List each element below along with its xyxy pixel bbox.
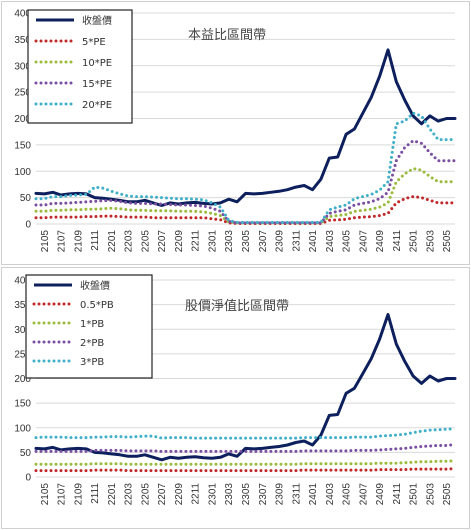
x-tick-label: 2305 [241, 230, 252, 253]
x-tick-label: 2303 [224, 483, 235, 506]
x-tick-label: 2207 [157, 483, 168, 506]
y-tick-label: 0 [25, 220, 31, 231]
x-tick-label: 2107 [57, 230, 68, 253]
legend-box [27, 9, 133, 124]
series-line-4 [34, 427, 457, 440]
x-tick-label: 2411 [392, 230, 403, 252]
y-tick-label: 150 [14, 140, 31, 151]
y-tick-label: 400 [14, 9, 31, 20]
x-tick-label: 2211 [191, 483, 202, 505]
legend-label: 收盤價 [82, 14, 112, 27]
y-tick-label: 0 [25, 473, 31, 484]
pe-band-chart: 0 50 100 150 200 250 300 350 400 2105 2107 2109 2111… [14, 9, 457, 253]
x-tick-label: 2409 [375, 483, 386, 506]
legend-box [25, 274, 153, 379]
x-tick-label: 2207 [157, 230, 168, 253]
series-line-0 [34, 313, 457, 462]
legend-label: 0.5*PB [80, 300, 114, 311]
x-tick-label: 2307 [258, 483, 269, 506]
pb-band-chart: 0 50 100 150 200 250 300 350 400 2105 2107 2109 2111… [14, 274, 457, 506]
x-tick-label: 2411 [392, 483, 403, 505]
chart-title: 本益比區間帶 [188, 28, 266, 43]
legend-label: 2*PB [80, 338, 104, 349]
legend-label: 3*PB [80, 357, 104, 368]
y-tick-label: 300 [14, 61, 31, 72]
legend-label: 20*PE [82, 100, 112, 111]
x-tick-label: 2409 [375, 230, 386, 253]
pe-band-chart-panel: 0 50 100 150 200 250 300 350 400 2105 2107 2109 2111… [1, 1, 470, 265]
y-tick-label: 200 [14, 374, 31, 385]
x-tick-label: 2201 [107, 483, 118, 506]
x-tick-label: 2201 [107, 230, 118, 253]
x-tick-label: 2405 [342, 483, 353, 506]
x-tick-label: 2109 [73, 230, 84, 253]
series-line-0 [34, 48, 457, 207]
pb-band-chart-panel: 0 50 100 150 200 250 300 350 400 2105 2107 2109 2111… [1, 267, 470, 529]
y-tick-label: 200 [14, 114, 31, 125]
x-tick-label: 2401 [308, 230, 319, 253]
x-tick-label: 2403 [325, 230, 336, 253]
y-tick-label: 50 [20, 448, 32, 459]
x-tick-label: 2501 [409, 230, 420, 253]
series-line-3 [34, 443, 457, 453]
y-tick-label: 300 [14, 325, 31, 336]
legend-label: 10*PE [82, 58, 112, 69]
series-line-1 [34, 195, 457, 225]
x-tick-label: 2109 [73, 483, 84, 506]
x-tick-label: 2309 [275, 230, 286, 253]
x-tick-label: 2301 [207, 230, 218, 253]
series-line-3 [34, 139, 457, 225]
y-tick-label: 350 [14, 300, 31, 311]
y-tick-label: 100 [14, 167, 31, 178]
x-tick-label: 2309 [275, 483, 286, 506]
x-tick-label: 2105 [40, 230, 51, 253]
x-tick-label: 2307 [258, 230, 269, 253]
x-tick-label: 2503 [425, 483, 436, 506]
x-tick-label: 2203 [124, 230, 135, 253]
y-tick-label: 50 [20, 193, 32, 204]
x-tick-label: 2403 [325, 483, 336, 506]
x-tick-label: 2305 [241, 483, 252, 506]
series-line-2 [34, 167, 457, 225]
x-tick-label: 2301 [207, 483, 218, 506]
series-line-2 [34, 459, 457, 466]
y-tick-label: 350 [14, 35, 31, 46]
legend-label: 15*PE [82, 79, 112, 90]
x-tick-label: 2311 [291, 483, 302, 505]
x-tick-label: 2105 [40, 483, 51, 506]
x-tick-label: 2205 [140, 230, 151, 253]
x-tick-label: 2407 [358, 230, 369, 253]
legend-label: 收盤價 [80, 279, 110, 292]
legend-label: 1*PB [80, 319, 104, 330]
x-tick-label: 2209 [174, 483, 185, 506]
legend-label: 5*PE [82, 37, 106, 48]
y-tick-label: 100 [14, 423, 31, 434]
x-tick-label: 2111 [90, 483, 101, 504]
x-tick-label: 2405 [342, 230, 353, 253]
x-tick-label: 2107 [57, 483, 68, 506]
y-tick-label: 150 [14, 399, 31, 410]
x-tick-label: 2503 [425, 230, 436, 253]
series-line-1 [34, 467, 457, 473]
chart-title: 股價淨值比區間帶 [185, 298, 289, 314]
x-tick-label: 2407 [358, 483, 369, 506]
y-tick-label: 250 [14, 88, 31, 99]
series-line-4 [34, 111, 457, 224]
x-tick-label: 2205 [140, 483, 151, 506]
x-tick-label: 2505 [442, 230, 453, 253]
x-tick-label: 2303 [224, 230, 235, 253]
y-tick-label: 250 [14, 349, 31, 360]
x-tick-label: 2203 [124, 483, 135, 506]
x-tick-label: 2311 [291, 230, 302, 252]
x-tick-label: 2211 [191, 230, 202, 252]
x-tick-label: 2401 [308, 483, 319, 506]
x-tick-label: 2505 [442, 483, 453, 506]
x-tick-label: 2501 [409, 483, 420, 506]
x-tick-label: 2209 [174, 230, 185, 253]
y-tick-label: 400 [14, 276, 31, 287]
x-tick-label: 2111 [90, 230, 101, 251]
